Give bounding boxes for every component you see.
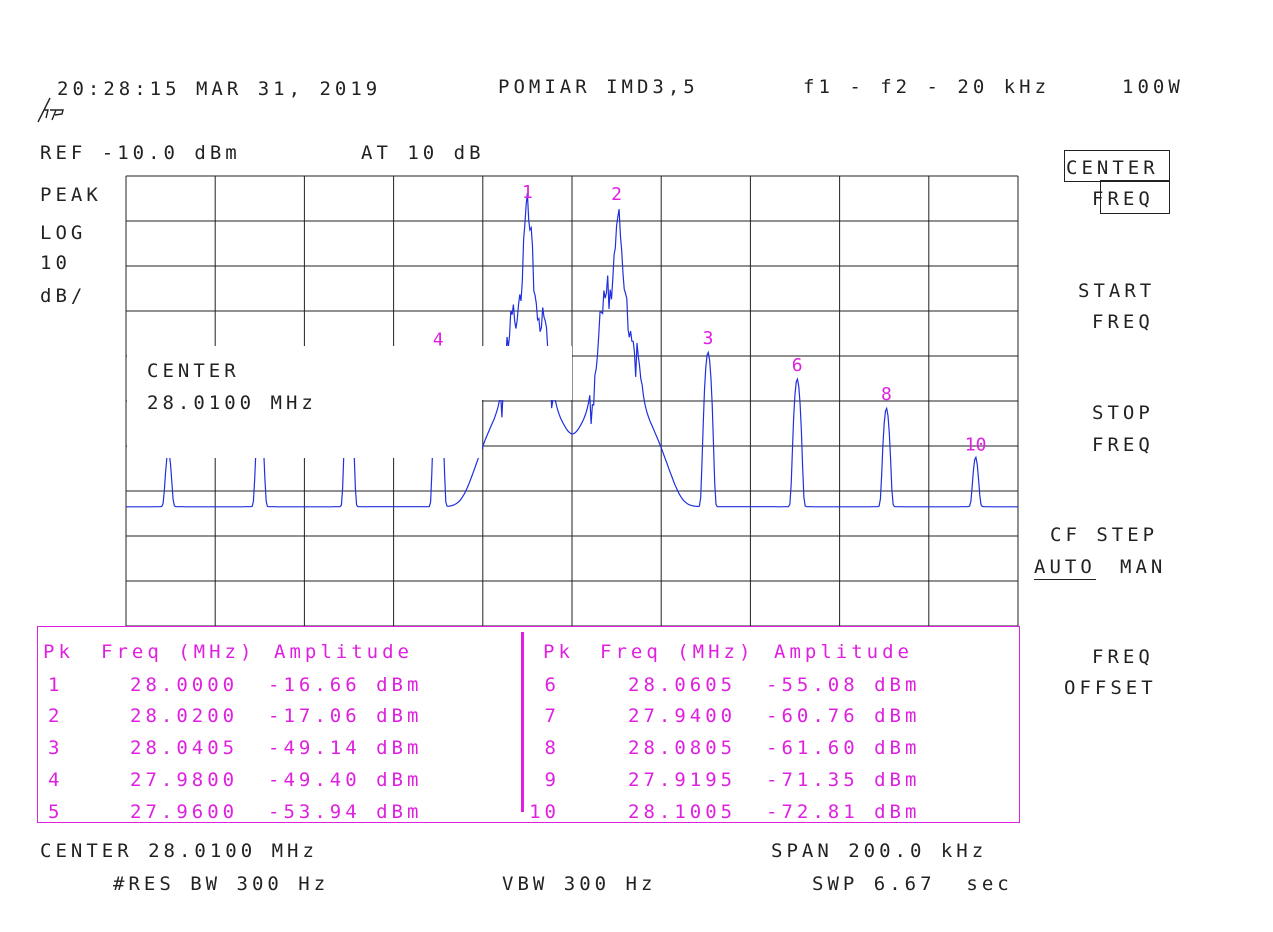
table-row-amplitude: -16.66 dBm (268, 674, 423, 696)
table-row-freq: 27.9400 (628, 705, 737, 727)
softkey-freq-offset-line2: OFFSET (1064, 677, 1157, 699)
table-row-freq: 28.0605 (628, 674, 737, 696)
table-row-pk: 10 (529, 801, 560, 823)
softkey-freq-offset[interactable]: FREQ OFFSET (1060, 646, 1170, 706)
peak-marker-label: 4 (433, 329, 444, 350)
softkey-stop-freq-line2: FREQ (1092, 434, 1154, 456)
table-row-freq: 27.9600 (130, 801, 239, 823)
overlay-center-label: CENTER (147, 360, 240, 382)
footer-center: CENTER 28.0100 MHz (40, 840, 318, 862)
table-row-amplitude: -60.76 dBm (766, 705, 921, 727)
spectrum-trace (126, 192, 1018, 508)
table-row-amplitude: -72.81 dBm (766, 801, 921, 823)
attenuation: AT 10 dB (361, 142, 485, 164)
footer-span: SPAN 200.0 kHz (771, 840, 988, 862)
peak-marker-label: 6 (792, 355, 803, 376)
softkey-cf-auto: AUTO (1034, 556, 1096, 580)
softkey-freq-offset-line1: FREQ (1092, 646, 1154, 668)
peak-marker-label: 2 (611, 184, 622, 205)
table-row-pk: 2 (48, 705, 64, 727)
scale-value: 10 (40, 252, 71, 274)
table-row-freq: 27.9800 (130, 769, 239, 791)
peak-table (37, 626, 1020, 823)
table-row-freq: 28.1005 (628, 801, 737, 823)
peak-marker-label: 8 (881, 384, 892, 405)
table-row-amplitude: -55.08 dBm (766, 674, 921, 696)
table-row-pk: 3 (48, 737, 64, 759)
center-overlay (127, 346, 482, 458)
peak-table-divider (521, 632, 524, 812)
table-header-pk-2: Pk (543, 641, 574, 663)
scale-unit: dB/ (40, 285, 87, 307)
table-header-freq-2: Freq (MHz) (600, 641, 755, 663)
table-row-pk: 5 (48, 801, 64, 823)
table-header-pk: Pk (43, 641, 74, 663)
softkey-cf-step[interactable]: CF STEP AUTO MAN (1030, 524, 1170, 584)
table-header-amplitude-2: Amplitude (774, 641, 913, 663)
table-row-freq: 28.0805 (628, 737, 737, 759)
table-row-pk: 6 (544, 674, 560, 696)
table-row-pk: 1 (48, 674, 64, 696)
softkey-start-freq[interactable]: START FREQ (1060, 280, 1170, 340)
table-row-pk: 8 (544, 737, 560, 759)
center-overlay-right (482, 346, 572, 400)
softkey-stop-freq[interactable]: STOP FREQ (1060, 402, 1170, 462)
softkey-cf-man: MAN (1120, 556, 1167, 578)
footer-swp: SWP 6.67 sec (812, 873, 1013, 895)
table-row-amplitude: -49.40 dBm (268, 769, 423, 791)
softkey-cf-step-label: CF STEP (1050, 524, 1159, 546)
hp-logo (37, 97, 64, 123)
softkey-stop-freq-line1: STOP (1092, 402, 1154, 424)
table-row-freq: 27.9195 (628, 769, 737, 791)
peak-marker-label: 10 (965, 435, 987, 456)
header-freq-note: f1 - f2 - 20 kHz (803, 76, 1051, 98)
softkey-start-freq-line2: FREQ (1092, 311, 1154, 333)
ref-level: REF -10.0 dBm (40, 142, 241, 164)
peak-marker-label: 1 (522, 182, 533, 203)
table-row-pk: 7 (544, 705, 560, 727)
footer-vbw: VBW 300 Hz (502, 873, 657, 895)
table-row-amplitude: -17.06 dBm (268, 705, 423, 727)
table-row-amplitude: -53.94 dBm (268, 801, 423, 823)
header-title: POMIAR IMD3,5 (498, 76, 699, 98)
softkey-center-freq-line1: CENTER (1066, 157, 1159, 179)
header-datetime: 20:28:15 MAR 31, 2019 (57, 78, 382, 100)
table-row-pk: 9 (544, 769, 560, 791)
table-row-amplitude: -49.14 dBm (268, 737, 423, 759)
overlay-center-value: 28.0100 MHz (147, 392, 317, 414)
table-row-freq: 28.0405 (130, 737, 239, 759)
scale-type: LOG (40, 222, 87, 244)
table-row-pk: 4 (48, 769, 64, 791)
softkey-center-freq[interactable]: CENTER FREQ (1064, 150, 1172, 216)
table-row-amplitude: -71.35 dBm (766, 769, 921, 791)
table-row-freq: 28.0200 (130, 705, 239, 727)
table-row-amplitude: -61.60 dBm (766, 737, 921, 759)
peak-marker-label: 3 (703, 328, 714, 349)
header-power: 100W (1122, 76, 1184, 98)
detector-label: PEAK (40, 184, 102, 206)
table-row-freq: 28.0000 (130, 674, 239, 696)
softkey-start-freq-line1: START (1078, 280, 1156, 302)
footer-res-bw: #RES BW 300 Hz (113, 873, 330, 895)
table-header-amplitude: Amplitude (274, 641, 413, 663)
table-header-freq: Freq (MHz) (101, 641, 256, 663)
softkey-center-freq-line2: FREQ (1092, 188, 1154, 210)
